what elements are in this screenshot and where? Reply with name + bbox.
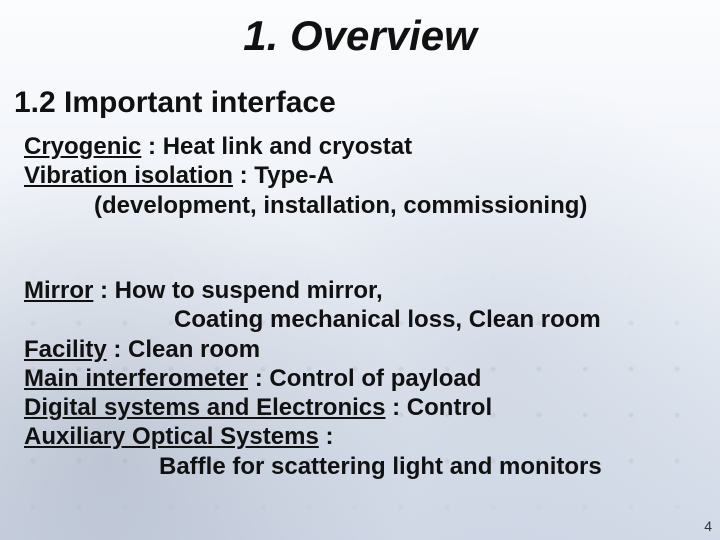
keyword-mirror: Mirror [24, 277, 93, 304]
keyword-facility: Facility [24, 336, 107, 363]
line-main-interferometer: Main interferometer : Control of payload [24, 364, 708, 393]
slide: 1. Overview 1.2 Important interface Cryo… [0, 0, 720, 540]
line-devinstall: (development, installation, commissionin… [24, 191, 708, 220]
line-coating: Coating mechanical loss, Clean room [24, 305, 708, 334]
keyword-main-interferometer: Main interferometer [24, 365, 248, 392]
line-vibration: Vibration isolation : Type-A [24, 161, 708, 190]
text: : Type-A [233, 162, 334, 189]
keyword-cryogenic: Cryogenic [24, 133, 141, 160]
text: : [319, 423, 334, 450]
slide-title: 1. Overview [0, 12, 720, 60]
slide-subtitle: 1.2 Important interface [14, 86, 336, 120]
keyword-vibration-isolation: Vibration isolation [24, 162, 233, 189]
content-block-1: Cryogenic : Heat link and cryostat Vibra… [24, 132, 708, 220]
line-baffle: Baffle for scattering light and monitors [24, 452, 708, 481]
line-cryogenic: Cryogenic : Heat link and cryostat [24, 132, 708, 161]
text: : How to suspend mirror, [93, 277, 382, 304]
page-number: 4 [704, 518, 712, 534]
text: : Control [385, 394, 492, 421]
content-block-2: Mirror : How to suspend mirror, Coating … [24, 276, 708, 481]
keyword-digital-systems: Digital systems and Electronics [24, 394, 385, 421]
keyword-auxiliary-optical: Auxiliary Optical Systems [24, 423, 319, 450]
line-digital-systems: Digital systems and Electronics : Contro… [24, 393, 708, 422]
line-auxiliary-optical: Auxiliary Optical Systems : [24, 422, 708, 451]
text: : Control of payload [248, 365, 481, 392]
line-facility: Facility : Clean room [24, 335, 708, 364]
text: : Clean room [107, 336, 260, 363]
text: : Heat link and cryostat [141, 133, 412, 160]
line-mirror: Mirror : How to suspend mirror, [24, 276, 708, 305]
